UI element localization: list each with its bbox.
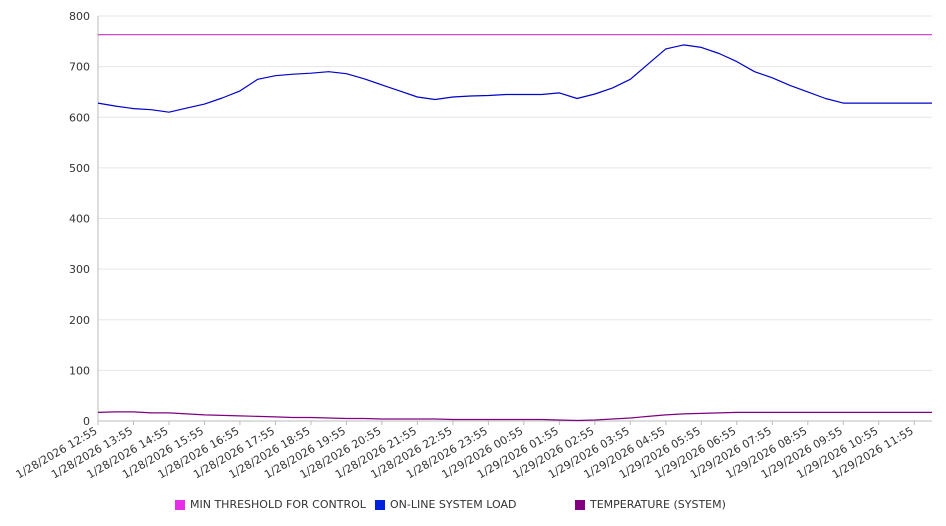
series-lines bbox=[97, 34, 932, 422]
legend-label-temperature: TEMPERATURE (SYSTEM) bbox=[590, 498, 726, 511]
y-tick-label: 500 bbox=[69, 162, 90, 175]
chart-legend: MIN THRESHOLD FOR CONTROL ON-LINE SYSTEM… bbox=[0, 498, 946, 514]
legend-swatch-system-load bbox=[375, 499, 385, 510]
legend-label-system-load: ON-LINE SYSTEM LOAD bbox=[390, 498, 517, 511]
y-axis-tick-labels: 0 100 200 300 400 500 600 700 800 bbox=[69, 10, 90, 428]
series-line-system-load bbox=[97, 44, 932, 113]
axes bbox=[97, 16, 932, 425]
y-tick-label: 800 bbox=[69, 10, 90, 23]
x-axis-tick-labels: 1/28/2026 12:551/28/2026 13:551/28/2026 … bbox=[14, 424, 916, 481]
y-tick-label: 300 bbox=[69, 263, 90, 276]
legend-item-min-threshold[interactable]: MIN THRESHOLD FOR CONTROL bbox=[175, 498, 366, 511]
y-tick-label: 700 bbox=[69, 61, 90, 74]
y-tick-label: 400 bbox=[69, 213, 90, 226]
legend-item-temperature[interactable]: TEMPERATURE (SYSTEM) bbox=[575, 498, 726, 511]
grid-lines bbox=[98, 15, 932, 422]
legend-label-min-threshold: MIN THRESHOLD FOR CONTROL bbox=[190, 498, 366, 511]
y-tick-label: 600 bbox=[69, 111, 90, 124]
legend-swatch-temperature bbox=[575, 499, 585, 510]
series-line-temperature bbox=[97, 411, 932, 422]
legend-swatch-min-threshold bbox=[175, 499, 185, 510]
y-tick-label: 200 bbox=[69, 314, 90, 327]
y-tick-label: 100 bbox=[69, 364, 90, 377]
y-tick-label: 0 bbox=[83, 415, 90, 428]
legend-item-system-load[interactable]: ON-LINE SYSTEM LOAD bbox=[375, 498, 516, 511]
